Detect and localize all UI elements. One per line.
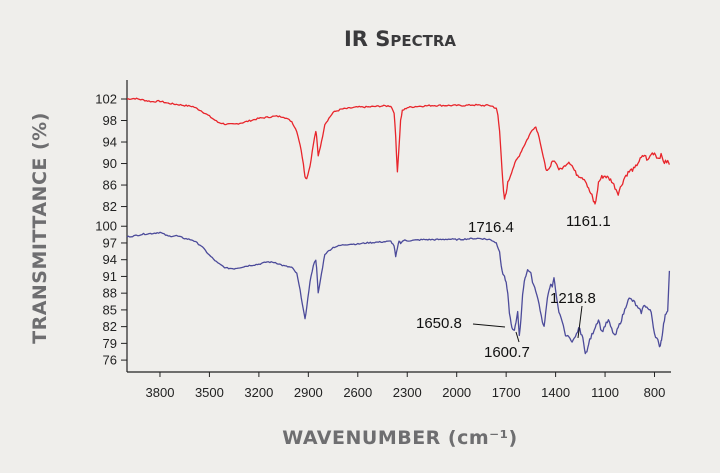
y-tick-label: 100 (95, 219, 117, 234)
y-tick-label: 90 (103, 156, 117, 171)
y-tick-label: 86 (103, 178, 117, 193)
x-tick-label: 3200 (244, 385, 273, 400)
y-tick-label: 82 (103, 319, 117, 334)
annotation-1218: 1218.8 (550, 290, 596, 307)
y-tick-label: 97 (103, 235, 117, 250)
y-tick-label: 94 (103, 135, 117, 150)
y-tick-label: 76 (103, 353, 117, 368)
annotation-1600: 1600.7 (484, 344, 530, 361)
series-line-panel-1 (126, 97, 671, 205)
x-tick-label: 2300 (393, 385, 422, 400)
plot-area: 3800 3500 3200 2900 2600 2300 2000 1700 1400 1100… (95, 80, 671, 400)
y-tick-label: 88 (103, 286, 117, 301)
x-tick-label: 1700 (492, 385, 521, 400)
leader-1650 (472, 323, 506, 328)
y-tick-label: 98 (103, 113, 117, 128)
annotation-1650: 1650.8 (416, 315, 462, 332)
y-tick-label: 102 (95, 91, 117, 106)
x-tick-label: 3800 (146, 385, 175, 400)
y-tick-label: 94 (103, 252, 117, 267)
y-axis-title: TRANSMITTANCE (%) (29, 112, 51, 344)
y-tick-label: 82 (103, 199, 117, 214)
annotation-1161: 1161.1 (566, 213, 611, 230)
y-tick-label: 79 (103, 336, 117, 351)
x-tick-label: 2600 (343, 385, 372, 400)
x-tick-label: 2000 (442, 385, 471, 400)
chart-title-text: IR Spectra (344, 27, 456, 51)
annotation-1716: 1716.4 (468, 219, 514, 236)
leader-1600 (515, 331, 520, 343)
x-tick-label: 800 (644, 385, 666, 400)
leader-1218 (577, 305, 583, 339)
x-tick-label: 3500 (195, 385, 224, 400)
peak-annotations: 1716.4 1161.1 1650.8 1600.7 1218.8 (416, 213, 611, 361)
y-tick-label: 91 (103, 269, 117, 284)
x-axis-title: WAVENUMBER (cm⁻¹) (282, 427, 517, 449)
x-tick-label: 1400 (541, 385, 570, 400)
y-tick-label: 85 (103, 302, 117, 317)
x-tick-label: 2900 (294, 385, 323, 400)
chart-title: IR Spectra (344, 27, 456, 51)
series-line-panel-2 (126, 231, 671, 355)
x-tick-label: 1100 (591, 385, 619, 400)
